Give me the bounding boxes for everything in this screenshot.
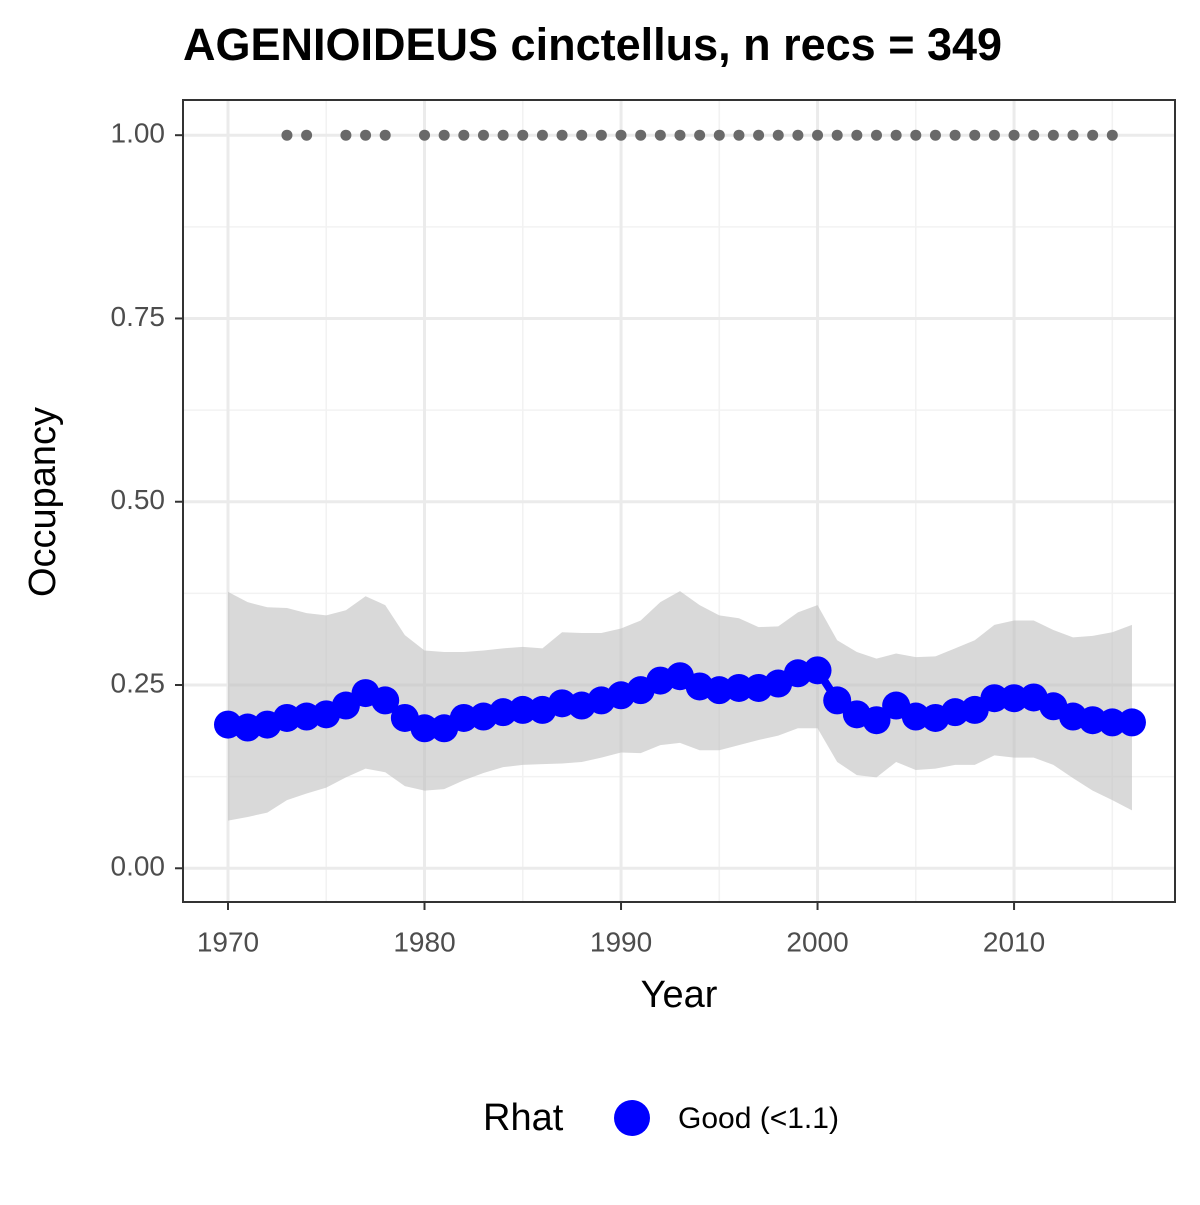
detection-point bbox=[281, 129, 293, 141]
detection-point bbox=[753, 129, 765, 141]
legend-label: Good (<1.1) bbox=[678, 1102, 839, 1135]
detection-point bbox=[733, 129, 745, 141]
occupancy-point bbox=[508, 695, 537, 724]
detection-point bbox=[812, 129, 824, 141]
detection-point bbox=[595, 129, 607, 141]
detection-point bbox=[1087, 129, 1099, 141]
x-tick-label: 2010 bbox=[983, 926, 1045, 957]
y-tick-label: 0.25 bbox=[111, 667, 166, 698]
legend-marker bbox=[614, 1100, 650, 1136]
y-tick-label: 1.00 bbox=[111, 118, 166, 149]
detection-point bbox=[1047, 129, 1059, 141]
credible-band bbox=[228, 591, 1132, 821]
detection-point bbox=[910, 129, 922, 141]
x-axis-title: Year bbox=[641, 974, 718, 1016]
detection-point bbox=[772, 129, 784, 141]
detection-point bbox=[477, 129, 489, 141]
x-tick-label: 1990 bbox=[590, 926, 652, 957]
occupancy-point bbox=[371, 686, 400, 715]
detection-point bbox=[949, 129, 961, 141]
detection-point bbox=[929, 129, 941, 141]
x-tick-label: 2000 bbox=[786, 926, 848, 957]
detection-point bbox=[1106, 129, 1118, 141]
detection-point bbox=[517, 129, 529, 141]
detection-point bbox=[851, 129, 863, 141]
detection-point bbox=[556, 129, 568, 141]
y-tick-label: 0.75 bbox=[111, 301, 166, 332]
detection-point bbox=[419, 129, 431, 141]
occupancy-point bbox=[980, 684, 1009, 713]
detection-point bbox=[615, 129, 627, 141]
detection-point bbox=[988, 129, 1000, 141]
chart-title: AGENIOIDEUS cinctellus, n recs = 349 bbox=[183, 19, 1002, 70]
detection-point bbox=[438, 129, 450, 141]
detection-point bbox=[792, 129, 804, 141]
plot-border bbox=[182, 99, 1176, 903]
occupancy-point bbox=[803, 656, 832, 685]
detection-point bbox=[458, 129, 470, 141]
y-axis-title: Occupancy bbox=[22, 407, 64, 597]
detection-point bbox=[497, 129, 509, 141]
detection-point bbox=[890, 129, 902, 141]
detection-point bbox=[969, 129, 981, 141]
detection-point bbox=[635, 129, 647, 141]
detection-point bbox=[1067, 129, 1079, 141]
detection-point bbox=[713, 129, 725, 141]
occupancy-point bbox=[1098, 708, 1127, 737]
occupancy-point bbox=[823, 686, 852, 715]
legend-title: Rhat bbox=[483, 1097, 564, 1139]
y-tick-label: 0.00 bbox=[111, 851, 166, 882]
detection-point bbox=[654, 129, 666, 141]
x-tick-label: 1980 bbox=[393, 926, 455, 957]
y-tick-label: 0.50 bbox=[111, 484, 166, 515]
detection-point bbox=[340, 129, 352, 141]
detection-point bbox=[1028, 129, 1040, 141]
detection-point bbox=[301, 129, 313, 141]
detection-point bbox=[674, 129, 686, 141]
detection-point bbox=[379, 129, 391, 141]
occupancy-point bbox=[862, 706, 891, 735]
detection-point bbox=[1008, 129, 1020, 141]
detection-point bbox=[536, 129, 548, 141]
detection-point bbox=[831, 129, 843, 141]
occupancy-point bbox=[724, 673, 753, 702]
detection-point bbox=[870, 129, 882, 141]
detection-point bbox=[694, 129, 706, 141]
detection-point bbox=[360, 129, 372, 141]
x-tick-label: 1970 bbox=[197, 926, 259, 957]
occupancy-point bbox=[1117, 708, 1146, 737]
occupancy-point bbox=[410, 714, 439, 743]
detection-point bbox=[576, 129, 588, 141]
occupancy-point bbox=[1000, 684, 1029, 713]
